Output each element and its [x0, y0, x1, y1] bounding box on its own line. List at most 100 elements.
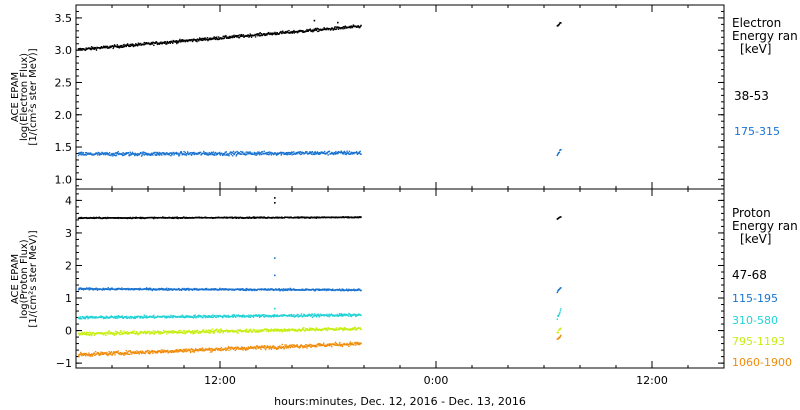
data-point [102, 353, 104, 355]
data-point [298, 329, 300, 331]
data-point [134, 315, 136, 318]
data-point [240, 330, 242, 332]
data-point [171, 217, 173, 219]
data-point [342, 28, 344, 30]
data-point [171, 153, 173, 156]
data-point [277, 329, 279, 331]
data-point [135, 333, 137, 335]
data-point [114, 330, 117, 332]
data-point [166, 350, 168, 353]
data-point [175, 40, 177, 42]
data-point [241, 289, 244, 291]
data-point [79, 353, 81, 355]
data-point [258, 151, 260, 153]
data-point [145, 333, 147, 335]
data-point [126, 352, 128, 355]
data-point [152, 216, 154, 219]
data-point [355, 315, 357, 318]
data-point [77, 154, 80, 157]
data-point [212, 314, 214, 316]
data-point [80, 153, 82, 155]
data-point [159, 350, 161, 352]
data-point [239, 288, 241, 290]
data-point [343, 26, 345, 28]
data-point [116, 332, 118, 334]
data-point [253, 289, 255, 292]
data-point [212, 38, 214, 40]
data-point [126, 332, 128, 335]
data-point [358, 152, 360, 154]
data-point [197, 316, 200, 318]
data-point [107, 354, 109, 357]
data-point [109, 352, 111, 354]
data-point [179, 40, 182, 42]
data-point [228, 35, 231, 38]
data-point [218, 38, 220, 40]
proton-ytick-label: 3 [65, 227, 72, 240]
data-point [119, 351, 122, 354]
data-point [345, 151, 347, 154]
data-point [143, 151, 145, 153]
data-point [87, 332, 90, 334]
data-point [339, 27, 342, 29]
data-point [300, 289, 303, 291]
data-point [206, 315, 208, 317]
data-point [159, 331, 162, 333]
data-point [335, 328, 337, 330]
legend-entry-47-68: 47-68 [732, 268, 767, 282]
data-point [257, 151, 259, 153]
data-point [139, 315, 141, 318]
data-point [559, 311, 561, 314]
data-point [85, 49, 87, 51]
data-point [145, 315, 147, 317]
data-point [260, 315, 263, 317]
data-point [325, 289, 328, 292]
data-point [174, 351, 177, 353]
data-point [108, 46, 110, 48]
data-point [223, 314, 226, 317]
data-point [290, 344, 292, 347]
data-point [235, 316, 237, 318]
data-point [273, 345, 275, 347]
data-point [158, 331, 161, 333]
data-point [236, 331, 238, 334]
data-point [121, 333, 123, 335]
data-point [244, 152, 246, 154]
data-point [312, 153, 314, 155]
data-point [113, 351, 115, 353]
data-point [560, 308, 562, 310]
data-point [102, 46, 104, 48]
data-point [301, 288, 303, 290]
data-point [336, 313, 338, 316]
data-point [346, 342, 348, 345]
data-point [269, 346, 272, 348]
data-point [318, 315, 321, 317]
data-point [317, 30, 319, 33]
data-point [156, 351, 158, 353]
data-point [192, 333, 194, 335]
data-point [111, 287, 113, 289]
data-point [332, 329, 335, 331]
data-point [140, 315, 142, 318]
data-point [163, 329, 165, 332]
data-point [162, 351, 164, 354]
data-point [341, 289, 343, 291]
data-point [236, 36, 238, 38]
data-point [348, 312, 350, 315]
data-point [274, 31, 276, 34]
data-point [232, 348, 235, 350]
data-point [118, 332, 121, 334]
data-point [115, 152, 117, 154]
data-point [332, 152, 334, 154]
data-point [185, 217, 187, 219]
data-point [99, 47, 101, 50]
data-point [204, 349, 206, 351]
data-point [308, 313, 310, 315]
data-point [188, 289, 190, 292]
data-point [112, 152, 114, 155]
data-point [241, 346, 243, 348]
data-point [214, 37, 216, 39]
data-point [235, 346, 237, 348]
data-point [314, 29, 316, 31]
data-point [185, 349, 187, 351]
